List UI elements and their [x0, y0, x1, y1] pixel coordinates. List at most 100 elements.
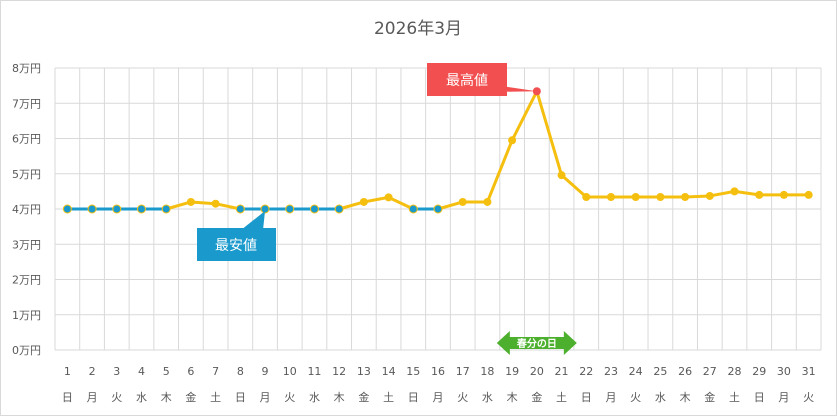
data-point: [186, 197, 195, 206]
x-tick-label: 7: [212, 365, 219, 378]
data-point: [359, 197, 368, 206]
weekday-label: 水: [309, 391, 320, 404]
weekday-label: 月: [87, 391, 98, 404]
x-tick-label: 27: [703, 365, 717, 378]
data-point: [87, 204, 97, 214]
x-tick-label: 23: [604, 365, 618, 378]
y-tick-label: 3万円: [12, 238, 41, 251]
weekday-label: 金: [531, 390, 542, 404]
weekday-label: 火: [111, 391, 122, 404]
x-tick-label: 17: [456, 365, 470, 378]
data-point: [408, 204, 418, 214]
x-tick-label: 4: [138, 365, 145, 378]
x-tick-label: 18: [480, 365, 494, 378]
x-tick-label: 12: [332, 365, 346, 378]
weekday-label: 土: [210, 391, 221, 404]
data-point: [458, 197, 467, 206]
weekday-label: 木: [680, 391, 691, 404]
x-tick-label: 22: [579, 365, 593, 378]
weekday-label: 月: [260, 391, 271, 404]
y-tick-label: 1万円: [12, 309, 41, 322]
weekday-label: 木: [507, 391, 518, 404]
y-tick-label: 0万円: [12, 344, 41, 357]
chart-title: 2026年3月: [374, 19, 462, 39]
x-tick-label: 10: [283, 365, 297, 378]
data-point: [483, 197, 492, 206]
data-point: [136, 204, 146, 214]
data-point: [260, 204, 270, 214]
x-tick-label: 15: [406, 365, 420, 378]
data-point: [384, 193, 393, 202]
weekday-label: 金: [704, 390, 715, 404]
x-tick-label: 5: [163, 365, 170, 378]
x-tick-label: 24: [629, 365, 643, 378]
x-tick-label: 25: [653, 365, 667, 378]
weekday-label: 土: [729, 391, 740, 404]
weekday-label: 水: [482, 391, 493, 404]
data-point: [334, 204, 344, 214]
data-point: [285, 204, 295, 214]
holiday-label: 春分の日: [517, 337, 557, 350]
weekday-label: 水: [655, 391, 666, 404]
data-point: [112, 204, 122, 214]
data-point: [309, 204, 319, 214]
weekday-label: 火: [284, 391, 295, 404]
weekday-label: 日: [408, 391, 419, 404]
highest-label: 最高値: [446, 72, 488, 89]
weekday-label: 日: [62, 391, 73, 404]
x-tick-label: 26: [678, 365, 692, 378]
x-tick-label: 11: [307, 365, 321, 378]
x-tick-label: 16: [431, 365, 445, 378]
data-point: [656, 193, 665, 202]
y-tick-label: 4万円: [12, 203, 41, 216]
lowest-label: 最安値: [215, 238, 257, 254]
x-tick-label: 29: [752, 365, 766, 378]
weekday-label: 土: [383, 391, 394, 404]
weekday-label: 日: [235, 391, 246, 404]
x-tick-label: 30: [777, 365, 791, 378]
data-point: [705, 191, 714, 200]
weekday-label: 日: [754, 391, 765, 404]
data-point: [211, 199, 220, 208]
data-point: [606, 193, 615, 202]
weekday-label: 金: [185, 390, 196, 404]
data-point: [582, 193, 591, 202]
data-point: [62, 204, 72, 214]
weekday-label: 日: [581, 391, 592, 404]
weekday-label: 木: [161, 391, 172, 404]
holiday-arrow-icon: [496, 331, 577, 355]
weekday-label: 水: [136, 391, 147, 404]
data-point: [508, 136, 517, 145]
data-point: [161, 204, 171, 214]
data-point: [557, 171, 566, 180]
y-tick-label: 2万円: [12, 274, 41, 287]
x-tick-label: 9: [262, 365, 269, 378]
weekday-label: 月: [778, 391, 789, 404]
y-tick-label: 5万円: [12, 168, 41, 181]
data-point: [804, 190, 813, 199]
y-tick-label: 8万円: [12, 62, 41, 75]
lowest-callout-pointer: [241, 211, 266, 230]
weekday-label: 金: [358, 390, 369, 404]
weekday-label: 月: [605, 391, 616, 404]
weekday-label: 土: [556, 391, 567, 404]
weekday-label: 火: [803, 391, 814, 404]
data-point: [433, 204, 443, 214]
data-point: [779, 190, 788, 199]
x-tick-label: 3: [113, 365, 120, 378]
y-tick-label: 7万円: [12, 97, 41, 110]
data-point: [681, 193, 690, 202]
x-tick-label: 13: [357, 365, 371, 378]
x-tick-label: 8: [237, 365, 244, 378]
x-tick-label: 28: [728, 365, 742, 378]
highest-callout: [427, 63, 507, 96]
data-point: [755, 190, 764, 199]
x-tick-label: 14: [382, 365, 396, 378]
data-point: [730, 187, 739, 196]
x-tick-label: 1: [64, 365, 71, 378]
y-tick-label: 6万円: [12, 133, 41, 146]
weekday-label: 木: [334, 391, 345, 404]
x-tick-label: 21: [555, 365, 569, 378]
